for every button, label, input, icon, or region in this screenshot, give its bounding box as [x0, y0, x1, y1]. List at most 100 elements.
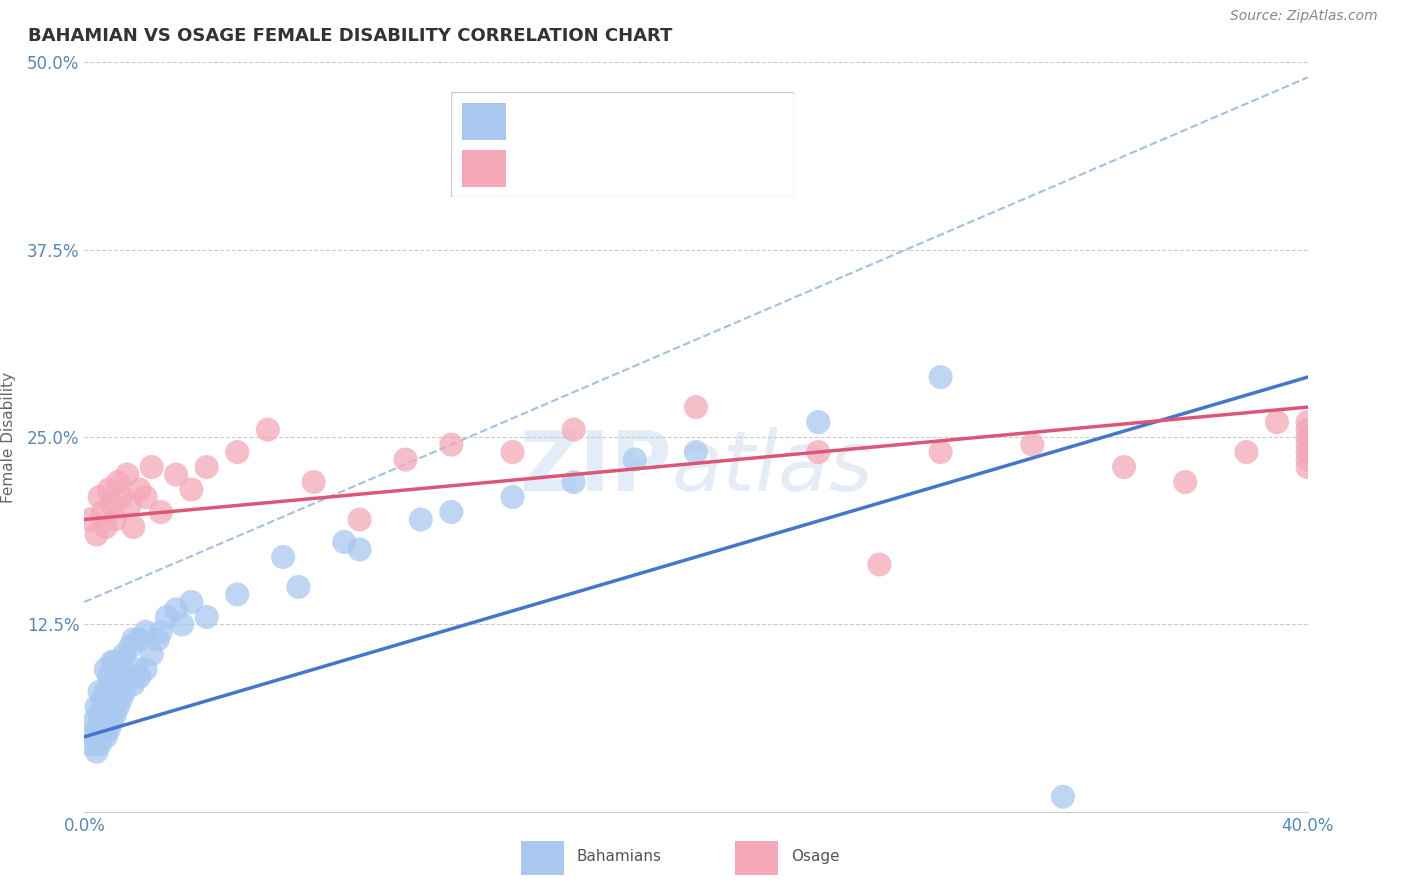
- Point: [107, 699, 129, 714]
- Point: [257, 423, 280, 437]
- Point: [349, 542, 371, 557]
- Point: [128, 670, 150, 684]
- Point: [83, 714, 105, 729]
- Point: [110, 692, 132, 706]
- Point: [128, 483, 150, 497]
- Point: [86, 699, 108, 714]
- Point: [91, 692, 114, 706]
- Point: [349, 512, 371, 526]
- Point: [97, 723, 120, 737]
- Point: [89, 685, 111, 699]
- Point: [562, 423, 585, 437]
- Point: [86, 745, 108, 759]
- Point: [125, 662, 148, 676]
- Text: atlas: atlas: [672, 426, 873, 508]
- Point: [302, 475, 325, 489]
- Point: [86, 527, 108, 541]
- Point: [1296, 437, 1319, 451]
- Point: [685, 400, 707, 414]
- Point: [115, 467, 138, 482]
- Point: [120, 640, 142, 654]
- Point: [440, 505, 463, 519]
- Point: [929, 445, 952, 459]
- Point: [1265, 415, 1288, 429]
- Point: [141, 460, 163, 475]
- Point: [685, 445, 707, 459]
- Point: [135, 624, 157, 639]
- Point: [624, 452, 647, 467]
- Point: [120, 498, 142, 512]
- Point: [869, 558, 891, 572]
- Point: [1296, 430, 1319, 444]
- Point: [122, 677, 145, 691]
- Point: [101, 714, 124, 729]
- Point: [104, 685, 127, 699]
- Point: [101, 655, 124, 669]
- Point: [165, 467, 187, 482]
- Point: [333, 535, 356, 549]
- Point: [1296, 460, 1319, 475]
- Point: [120, 670, 142, 684]
- Point: [112, 648, 135, 662]
- Point: [562, 475, 585, 489]
- Point: [146, 632, 169, 647]
- Point: [110, 655, 132, 669]
- Point: [104, 707, 127, 722]
- Point: [195, 460, 218, 475]
- Point: [107, 670, 129, 684]
- Point: [1114, 460, 1136, 475]
- Point: [172, 617, 194, 632]
- Point: [97, 483, 120, 497]
- Point: [1052, 789, 1074, 804]
- Point: [94, 685, 117, 699]
- Point: [1236, 445, 1258, 459]
- Point: [79, 737, 101, 751]
- Point: [94, 707, 117, 722]
- Point: [91, 714, 114, 729]
- Point: [104, 655, 127, 669]
- Point: [149, 505, 172, 519]
- Point: [1296, 452, 1319, 467]
- Point: [79, 512, 101, 526]
- Point: [929, 370, 952, 384]
- Point: [91, 505, 114, 519]
- Point: [122, 520, 145, 534]
- Point: [226, 587, 249, 601]
- Point: [107, 475, 129, 489]
- Text: BAHAMIAN VS OSAGE FEMALE DISABILITY CORRELATION CHART: BAHAMIAN VS OSAGE FEMALE DISABILITY CORR…: [28, 27, 672, 45]
- Point: [89, 490, 111, 504]
- Point: [86, 723, 108, 737]
- Y-axis label: Female Disability: Female Disability: [1, 371, 15, 503]
- Point: [1296, 423, 1319, 437]
- Point: [807, 415, 830, 429]
- Point: [97, 670, 120, 684]
- Point: [287, 580, 309, 594]
- Point: [89, 707, 111, 722]
- Text: Source: ZipAtlas.com: Source: ZipAtlas.com: [1230, 9, 1378, 23]
- Point: [180, 483, 202, 497]
- Text: ZIP: ZIP: [519, 426, 672, 508]
- Point: [1296, 415, 1319, 429]
- Point: [110, 490, 132, 504]
- Point: [135, 662, 157, 676]
- Point: [1021, 437, 1043, 451]
- Point: [128, 632, 150, 647]
- Point: [409, 512, 432, 526]
- Point: [226, 445, 249, 459]
- Point: [101, 498, 124, 512]
- Point: [97, 692, 120, 706]
- Point: [1174, 475, 1197, 489]
- Point: [180, 595, 202, 609]
- Point: [271, 549, 294, 564]
- Point: [807, 445, 830, 459]
- Point: [156, 610, 179, 624]
- Point: [502, 445, 524, 459]
- Point: [91, 723, 114, 737]
- Point: [165, 602, 187, 616]
- Point: [141, 648, 163, 662]
- Point: [149, 624, 172, 639]
- Point: [101, 685, 124, 699]
- Point: [440, 437, 463, 451]
- Point: [112, 685, 135, 699]
- Point: [502, 490, 524, 504]
